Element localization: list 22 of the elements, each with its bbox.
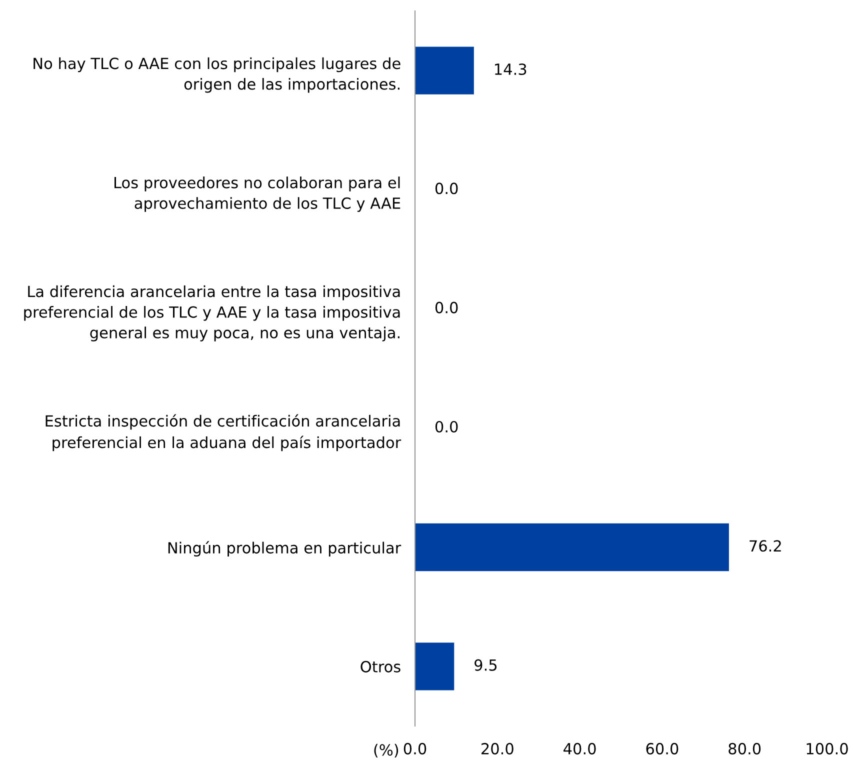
bar xyxy=(415,642,454,690)
x-tick-label: 100.0 xyxy=(806,742,848,754)
x-tick-label: 80.0 xyxy=(728,742,761,754)
data-label: 0.0 xyxy=(435,182,458,194)
data-label: 0.0 xyxy=(435,420,458,433)
x-tick-label: 60.0 xyxy=(646,742,678,754)
bar xyxy=(415,523,729,572)
y-tick-label: Los proveedores no colaboran para el aprovechamiento de los TLC y AAE xyxy=(114,176,400,212)
data-label: 14.3 xyxy=(495,63,526,76)
x-tick-label: 40.0 xyxy=(564,742,596,754)
data-label: 76.2 xyxy=(750,540,781,552)
y-tick-label: No hay TLC o AAE con los principales lugares de origen de las importaciones. xyxy=(34,57,400,93)
y-tick-label: Estricta inspección de certificación arancelaria preferencial en la aduana del país importador xyxy=(46,414,402,452)
y-tick-label: La diferencia arancelaria entre la tasa impositiva preferencial de los TLC y AAE y la tasa impositiva general es muy poca, no es una ventaja. xyxy=(24,285,400,342)
x-tick-label: 0.0 xyxy=(404,742,426,754)
x-axis-title: (%) xyxy=(374,744,398,758)
x-tick-label: 20.0 xyxy=(482,742,514,754)
bar xyxy=(415,46,474,94)
y-tick-label: Ningún problema en particular xyxy=(168,541,402,557)
data-label: 9.5 xyxy=(474,659,497,671)
y-tick-label: Otros xyxy=(360,660,400,672)
data-label: 0.0 xyxy=(435,302,458,314)
